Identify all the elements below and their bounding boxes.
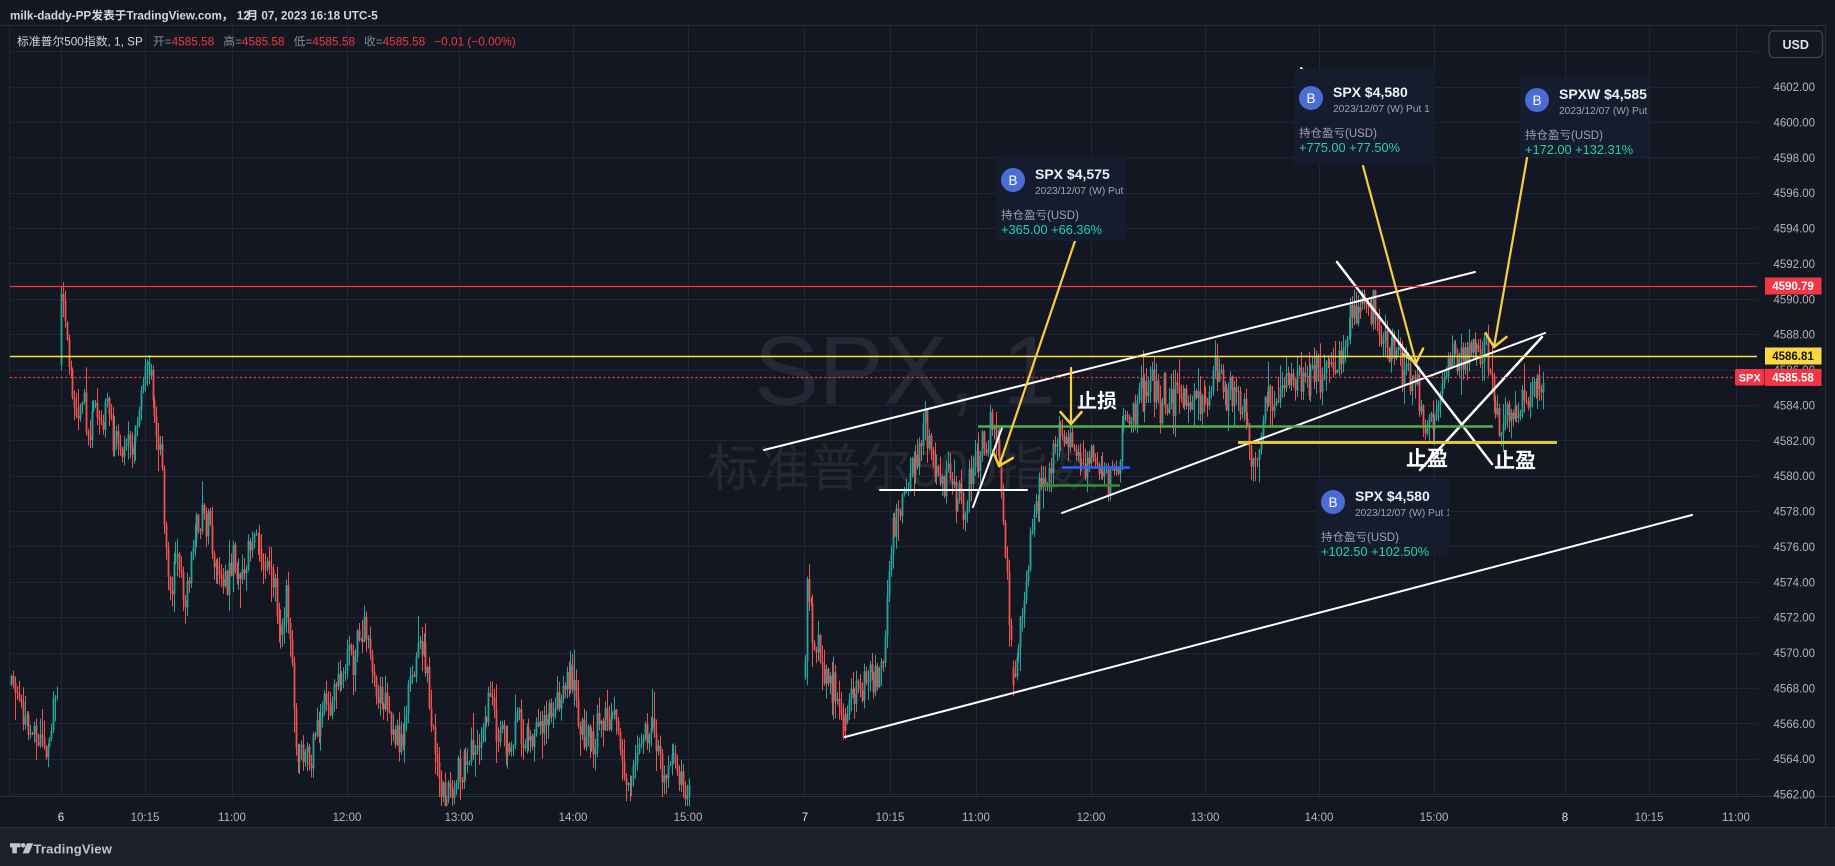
svg-text:13:00: 13:00: [1191, 812, 1220, 824]
svg-text:=: =: [165, 35, 172, 49]
svg-text:2023/12/07 (W) Put 10: 2023/12/07 (W) Put 10: [1355, 508, 1458, 519]
svg-text:4600.00: 4600.00: [1774, 117, 1816, 129]
svg-text:2023/12/07 (W) Put: 2023/12/07 (W) Put: [1035, 186, 1124, 197]
svg-text:B: B: [1306, 91, 1315, 106]
svg-text:B: B: [1532, 93, 1541, 108]
svg-text:USD: USD: [1782, 38, 1808, 52]
svg-text:4585.58: 4585.58: [242, 35, 285, 49]
svg-text:+775.00 +77.50%: +775.00 +77.50%: [1299, 140, 1400, 155]
svg-text:TradingView.com， 12: TradingView.com， 12: [126, 10, 250, 23]
svg-text:6: 6: [58, 812, 64, 824]
svg-text:15:00: 15:00: [674, 812, 703, 824]
svg-text:SPX: SPX: [1739, 373, 1762, 385]
svg-text:4585.58: 4585.58: [312, 35, 355, 49]
svg-text:10:15: 10:15: [876, 812, 905, 824]
svg-text:11:00: 11:00: [1722, 812, 1750, 824]
svg-text:(USD): (USD): [1047, 210, 1079, 222]
svg-text:11:00: 11:00: [218, 812, 246, 824]
svg-text:B: B: [1328, 495, 1337, 510]
svg-text:14:00: 14:00: [559, 812, 588, 824]
svg-text:4564.00: 4564.00: [1774, 754, 1816, 766]
svg-text:500: 500: [64, 35, 84, 49]
svg-text:4570.00: 4570.00: [1774, 648, 1816, 660]
svg-text:4596.00: 4596.00: [1774, 188, 1816, 200]
svg-text:07, 2023 16:18 UTC-5: 07, 2023 16:18 UTC-5: [258, 10, 378, 23]
svg-text:14:00: 14:00: [1305, 812, 1334, 824]
svg-text:SPX $4,580: SPX $4,580: [1355, 488, 1430, 504]
svg-text:milk-daddy-PP: milk-daddy-PP: [10, 10, 91, 23]
svg-text:4572.00: 4572.00: [1774, 613, 1816, 625]
svg-text:10:15: 10:15: [131, 812, 160, 824]
svg-text:=: =: [305, 35, 312, 49]
svg-text:4590.79: 4590.79: [1772, 281, 1814, 293]
svg-text:4578.00: 4578.00: [1774, 507, 1816, 519]
svg-text:4592.00: 4592.00: [1774, 259, 1816, 271]
svg-text:2023/12/07 (W) Put 10: 2023/12/07 (W) Put 10: [1559, 106, 1662, 117]
svg-text:4566.00: 4566.00: [1774, 719, 1816, 731]
svg-text:4562.00: 4562.00: [1774, 790, 1816, 802]
svg-text:4588.00: 4588.00: [1774, 330, 1816, 342]
svg-text:(USD): (USD): [1367, 532, 1399, 544]
svg-text:(USD): (USD): [1345, 128, 1377, 140]
svg-text:=: =: [376, 35, 383, 49]
svg-text:SPXW $4,585: SPXW $4,585: [1559, 86, 1647, 102]
svg-text:=: =: [235, 35, 242, 49]
svg-text:10:15: 10:15: [1635, 812, 1664, 824]
svg-text:4568.00: 4568.00: [1774, 684, 1816, 696]
svg-text:, 1, SP: , 1, SP: [108, 35, 144, 49]
svg-text:4574.00: 4574.00: [1774, 577, 1816, 589]
svg-text:4586.81: 4586.81: [1772, 351, 1814, 363]
svg-text:2023/12/07 (W) Put 1: 2023/12/07 (W) Put 1: [1333, 104, 1430, 115]
svg-text:+365.00 +66.36%: +365.00 +66.36%: [1001, 222, 1102, 237]
svg-text:7: 7: [802, 812, 808, 824]
svg-text:4584.00: 4584.00: [1774, 400, 1816, 412]
svg-text:SPX $4,580: SPX $4,580: [1333, 84, 1408, 100]
svg-text:4602.00: 4602.00: [1774, 82, 1816, 94]
svg-text:4585.58: 4585.58: [1772, 373, 1814, 385]
svg-text:SPX $4,575: SPX $4,575: [1035, 166, 1110, 182]
svg-text:4576.00: 4576.00: [1774, 542, 1816, 554]
svg-text:4585.58: 4585.58: [383, 35, 426, 49]
svg-text:−0.01 (−0.00%): −0.01 (−0.00%): [434, 35, 515, 49]
svg-text:4580.00: 4580.00: [1774, 471, 1816, 483]
svg-text:(USD): (USD): [1571, 130, 1603, 142]
svg-text:8: 8: [1562, 812, 1568, 824]
svg-text:12:00: 12:00: [333, 812, 362, 824]
svg-text:15:00: 15:00: [1420, 812, 1449, 824]
svg-text:4598.00: 4598.00: [1774, 153, 1816, 165]
svg-text:B: B: [1008, 173, 1017, 188]
svg-text:4585.58: 4585.58: [172, 35, 215, 49]
svg-text:4590.00: 4590.00: [1774, 294, 1816, 306]
svg-text:11:00: 11:00: [962, 812, 990, 824]
svg-text:4594.00: 4594.00: [1774, 224, 1816, 236]
svg-text:+172.00 +132.31%: +172.00 +132.31%: [1525, 142, 1633, 157]
svg-text:+102.50 +102.50%: +102.50 +102.50%: [1321, 544, 1429, 559]
svg-text:12:00: 12:00: [1077, 812, 1106, 824]
svg-text:4582.00: 4582.00: [1774, 436, 1816, 448]
svg-text:13:00: 13:00: [445, 812, 474, 824]
svg-text:TradingView: TradingView: [34, 842, 113, 857]
